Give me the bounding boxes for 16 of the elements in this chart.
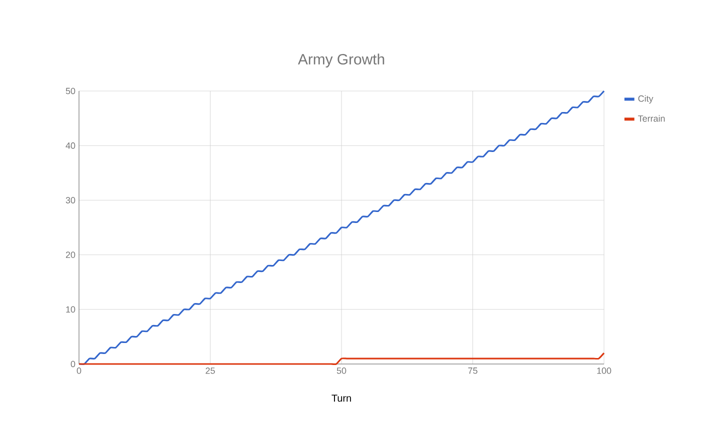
x-tick-label: 0 <box>76 368 82 374</box>
x-tick-label: 50 <box>336 368 346 374</box>
x-tick-label: 75 <box>468 368 478 374</box>
y-tick-label: 10 <box>66 306 76 313</box>
x-tick-label: 100 <box>597 368 612 374</box>
legend-label: City <box>638 95 654 104</box>
y-tick-label: 50 <box>66 88 76 94</box>
x-tick-label: 25 <box>206 368 215 374</box>
y-tick-label: 30 <box>66 197 76 204</box>
chart-title: Army Growth <box>298 54 384 68</box>
x-axis-title: Turn <box>332 394 351 402</box>
y-tick-label: 40 <box>66 142 76 149</box>
y-tick-label: 0 <box>70 360 76 368</box>
line-series <box>78 90 605 365</box>
y-tick-label: 20 <box>66 252 76 258</box>
legend-label: Terrain <box>638 115 665 122</box>
